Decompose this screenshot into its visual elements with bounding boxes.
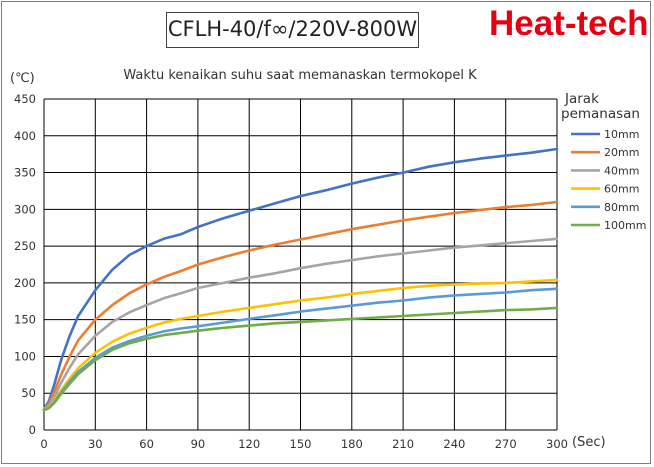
x-tick-label: 210 — [392, 437, 414, 451]
x-tick-label: 60 — [139, 437, 154, 451]
y-tick-label: 0 — [29, 423, 36, 437]
y-tick-label: 150 — [14, 313, 36, 327]
series-line-20mm — [42, 200, 559, 411]
x-tick-label: 180 — [341, 437, 363, 451]
series-line-100mm — [42, 306, 559, 412]
legend: 10mm 20mm 40mm 60mm 80mm 100mm — [571, 128, 646, 232]
legend-label-60mm: 60mm — [604, 183, 639, 196]
y-axis-label: (℃) — [10, 71, 35, 86]
tick-labels: 0 30 60 90 120 150 180 210 240 270 300 0 50 100 150 200… — [14, 92, 568, 451]
x-tick-label: 90 — [191, 437, 206, 451]
legend-title-line2: pemanasan — [561, 106, 640, 122]
series-lines — [42, 147, 559, 412]
y-tick-label: 450 — [14, 92, 36, 106]
y-tick-label: 300 — [14, 202, 36, 216]
x-axis-label: (Sec) — [572, 435, 606, 450]
series-line-40mm — [42, 237, 559, 411]
y-tick-label: 400 — [14, 129, 36, 143]
y-tick-label: 250 — [14, 239, 36, 253]
legend-label-80mm: 80mm — [604, 201, 639, 214]
brand-logo: Heat-tech — [489, 4, 649, 43]
grid — [43, 98, 558, 431]
model-label: CFLH-40/f∞/220V-800W — [166, 12, 419, 48]
x-tick-label: 300 — [546, 437, 568, 451]
y-tick-label: 200 — [14, 276, 36, 290]
legend-label-10mm: 10mm — [604, 128, 639, 141]
x-tick-label: 270 — [495, 437, 517, 451]
x-tick-label: 240 — [443, 437, 465, 451]
series-line-60mm — [42, 278, 559, 412]
legend-label-40mm: 40mm — [604, 164, 639, 177]
y-tick-label: 350 — [14, 166, 36, 180]
legend-label-100mm: 100mm — [604, 219, 646, 232]
y-tick-label: 50 — [21, 386, 36, 400]
x-tick-label: 120 — [238, 437, 260, 451]
series-line-80mm — [42, 287, 559, 412]
legend-title-line1: Jarak — [564, 91, 599, 107]
legend-label-20mm: 20mm — [604, 146, 639, 159]
x-tick-label: 0 — [40, 437, 47, 451]
x-tick-label: 150 — [290, 437, 312, 451]
x-tick-label: 30 — [88, 437, 103, 451]
series-line-10mm — [42, 147, 559, 411]
chart-title: Waktu kenaikan suhu saat memanaskan term… — [123, 68, 477, 83]
y-tick-label: 100 — [14, 349, 36, 363]
